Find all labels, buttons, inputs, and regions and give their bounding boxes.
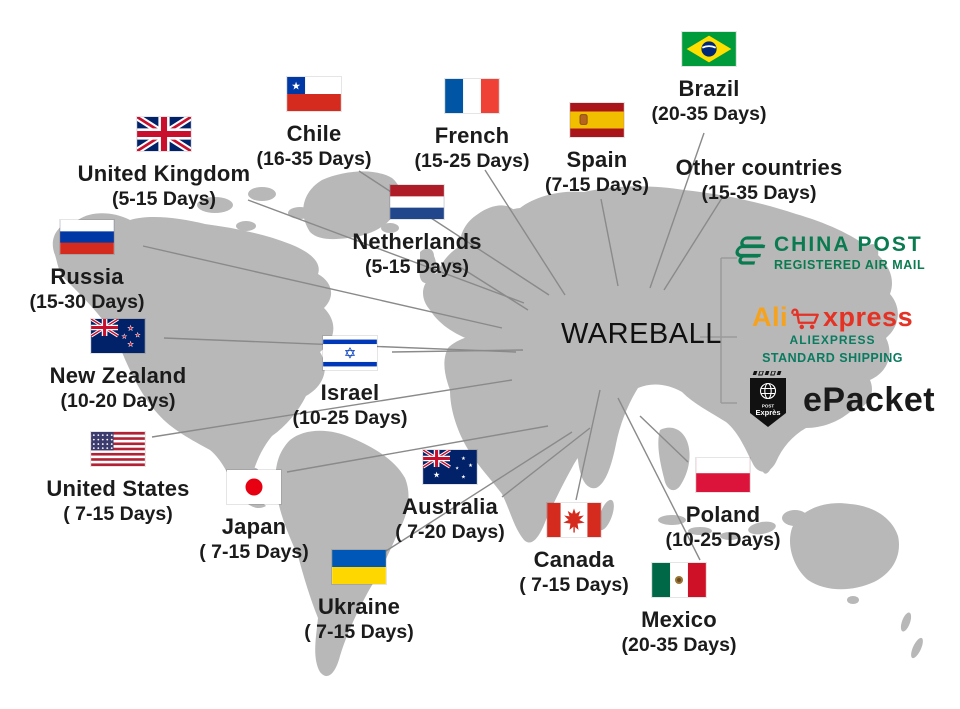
country-name: Brazil [678, 76, 740, 101]
country-days: (16-35 Days) [256, 147, 372, 170]
country-french: French (15-25 Days) [362, 79, 582, 172]
country-russia: Russia (15-30 Days) [0, 220, 197, 313]
country-name: Canada [533, 547, 615, 572]
country-days: (10-20 Days) [60, 389, 176, 412]
country-days: (15-35 Days) [701, 181, 817, 204]
svg-text:✡: ✡ [344, 344, 357, 362]
brazil-flag-icon [682, 32, 736, 66]
country-days: (20-35 Days) [651, 102, 767, 125]
aliexpress-word-ali: Ali [752, 302, 789, 332]
country-ukraine: Ukraine( 7-15 Days) [249, 550, 469, 643]
country-name: Spain [566, 147, 628, 172]
brand-title: WAREBALL [561, 318, 722, 350]
country-name: United Kingdom [77, 161, 251, 186]
country-other: Other countries (15-35 Days) [649, 150, 869, 204]
aliexpress-shipping-line2: STANDARD SHIPPING [762, 350, 903, 365]
svg-text:★: ★ [455, 466, 459, 472]
china-post-logo: CHINA POST REGISTERED AIR MAIL [724, 234, 925, 272]
china-post-title: CHINA POST [774, 233, 923, 256]
poland-flag-icon [696, 458, 750, 492]
netherlands-flag-icon [390, 185, 444, 219]
country-israel: ✡ Israel (10-25 Days) [240, 336, 460, 429]
china-post-emblem-icon [724, 234, 770, 267]
country-name: French [434, 123, 510, 148]
country-name: Poland [685, 502, 761, 527]
svg-text:★: ★ [468, 463, 473, 469]
chile-flag-icon: ★ [287, 77, 341, 111]
country-australia: ★ ★ ★ ★ ★ Australia( 7-20 Days) [340, 448, 560, 543]
country-name: Netherlands [352, 229, 482, 254]
canada-flag-icon [547, 503, 601, 537]
country-days: ( 7-15 Days) [304, 620, 414, 643]
australia-flag-icon: ★ ★ ★ ★ ★ [422, 448, 477, 484]
country-days: ( 7-15 Days) [519, 573, 629, 596]
svg-text:★: ★ [291, 80, 301, 93]
country-new_zealand: ★ ★ ★ ★ New Zealand (10-20 Days) [8, 317, 228, 412]
country-name: Other countries [675, 155, 843, 180]
new_zealand-flag-icon: ★ ★ ★ ★ [90, 317, 145, 353]
us-flag-icon [91, 432, 145, 467]
shopping-cart-icon [790, 305, 822, 331]
svg-text:★: ★ [461, 475, 466, 481]
ukraine-flag-icon [332, 550, 386, 584]
epacket-shield-icon: POST Exprès [748, 370, 788, 429]
country-days: ( 7-15 Days) [63, 502, 173, 525]
country-days: (7-15 Days) [544, 173, 650, 196]
country-poland: Poland (10-25 Days) [613, 458, 833, 551]
country-name: Russia [50, 264, 124, 289]
country-brazil: Brazil (20-35 Days) [599, 32, 819, 125]
country-name: Mexico [641, 607, 717, 632]
logo-bracket [700, 257, 737, 404]
country-days: (15-30 Days) [29, 290, 145, 313]
svg-text:★: ★ [127, 340, 133, 349]
japan-flag-icon [227, 470, 281, 504]
aliexpress-shipping-line1: ALIEXPRESS [789, 333, 876, 347]
spain-flag-icon [570, 103, 624, 137]
country-days: ( 7-20 Days) [395, 520, 505, 543]
country-chile: ★ Chile (16-35 Days) [204, 77, 424, 170]
mexico-flag-icon [652, 563, 706, 597]
epacket-logo: POST Exprès ePacket [748, 370, 936, 429]
russia-flag-icon [60, 220, 114, 254]
aliexpress-word-xpress: xpress [823, 302, 914, 332]
country-name: Australia [402, 494, 498, 519]
country-name: Israel [320, 380, 380, 405]
country-spain: Spain (7-15 Days) [487, 103, 707, 196]
country-days: (5-15 Days) [111, 187, 217, 210]
country-days: (20-35 Days) [621, 633, 737, 656]
country-canada: Canada( 7-15 Days) [464, 503, 684, 596]
svg-text:★: ★ [135, 332, 141, 339]
country-mexico: Mexico (20-35 Days) [569, 563, 789, 656]
country-name: United States [46, 476, 190, 501]
country-us: United States( 7-15 Days) [8, 432, 228, 525]
country-name: Ukraine [317, 594, 401, 619]
french-flag-icon [445, 79, 499, 113]
country-days: (10-25 Days) [292, 406, 408, 429]
country-uk: United Kingdom (5-15 Days) [54, 114, 274, 210]
epacket-label: ePacket [803, 380, 936, 419]
china-post-subtitle: REGISTERED AIR MAIL [774, 258, 926, 272]
country-days: (5-15 Days) [364, 255, 470, 278]
svg-text:★: ★ [127, 324, 133, 333]
country-netherlands: Netherlands (5-15 Days) [307, 185, 527, 278]
country-japan: Japan( 7-15 Days) [144, 470, 364, 563]
country-name: Chile [286, 121, 342, 146]
svg-text:★: ★ [121, 334, 127, 341]
country-days: ( 7-15 Days) [199, 540, 309, 563]
svg-text:★: ★ [433, 471, 440, 480]
continents [52, 171, 923, 677]
aliexpress-logo: Ali xpress ALIEXPRESS STANDARD SHIPPING [752, 304, 913, 365]
country-name: Japan [221, 514, 287, 539]
svg-text:★: ★ [461, 456, 466, 462]
uk-flag-icon [135, 114, 193, 154]
epacket-badge-text: Exprès [755, 408, 780, 417]
country-days: (10-25 Days) [665, 528, 781, 551]
country-name: New Zealand [49, 363, 187, 388]
epacket-badge-top: POST [762, 404, 775, 409]
israel-flag-icon: ✡ [323, 336, 377, 370]
country-days: (15-25 Days) [414, 149, 530, 172]
